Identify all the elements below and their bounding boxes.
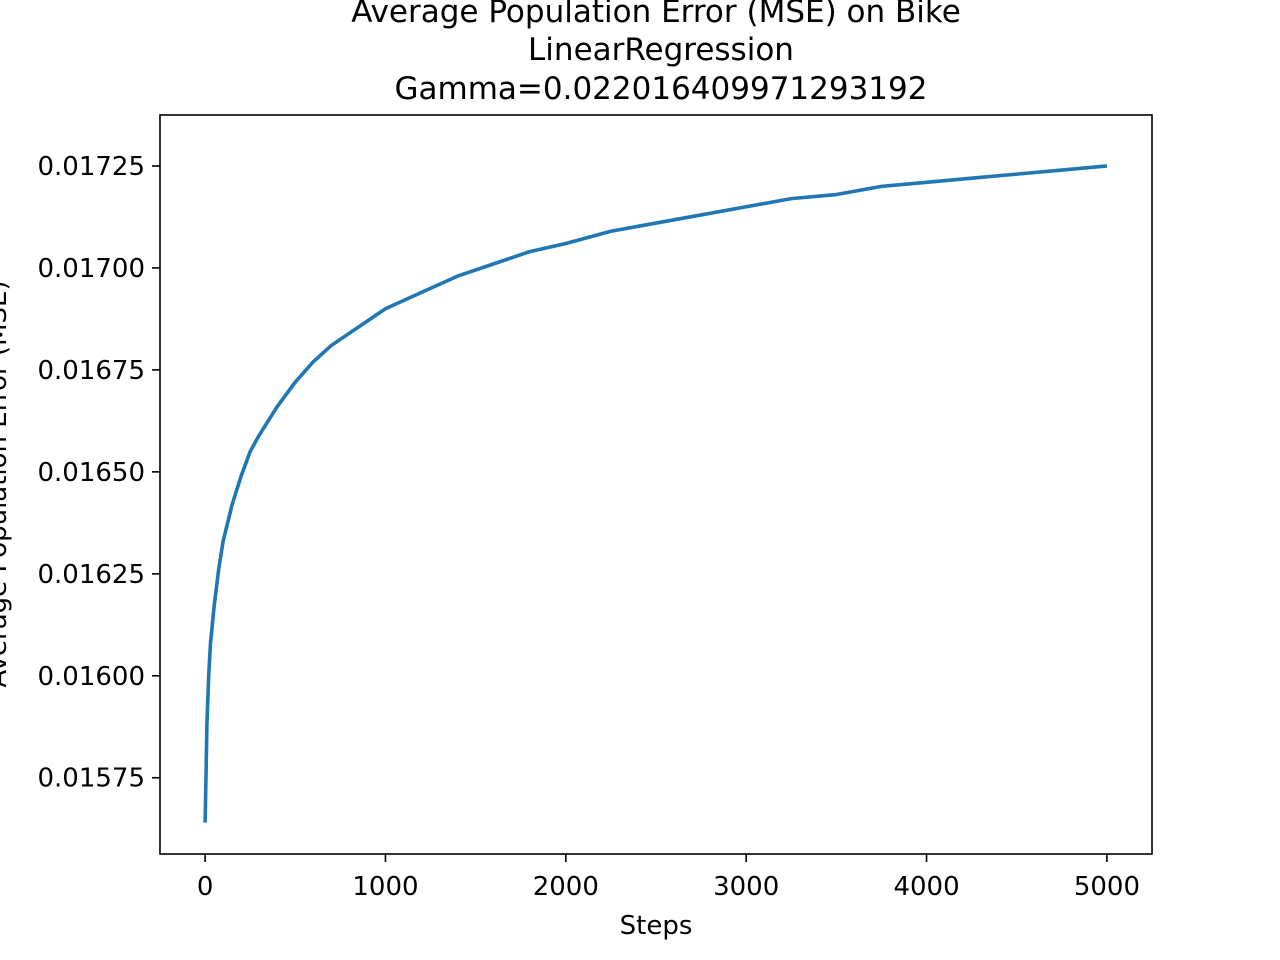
y-tick-label: 0.01725 <box>37 152 145 182</box>
x-tick-label: 1000 <box>352 872 418 902</box>
x-tick-label: 2000 <box>533 872 599 902</box>
x-tick-label: 3000 <box>713 872 779 902</box>
y-tick-label: 0.01675 <box>37 356 145 386</box>
x-axis-label: Steps <box>620 911 693 941</box>
chart-title-line-1: Average Population Error (MSE) on Bike <box>351 0 961 30</box>
axes-frame <box>159 114 1153 855</box>
y-tick-label: 0.01600 <box>37 662 145 692</box>
plot-area <box>203 164 1108 823</box>
x-tick-label: 0 <box>197 872 214 902</box>
chart-title-line-3: Gamma=0.022016409971293192 <box>395 71 928 107</box>
series-line-0 <box>203 164 1108 823</box>
x-tick-label: 4000 <box>893 872 959 902</box>
y-tick-label: 0.01650 <box>37 458 145 488</box>
y-tick-label: 0.01700 <box>37 254 145 284</box>
x-tick-label: 5000 <box>1074 872 1140 902</box>
y-axis-ticks: 0.01575 0.01600 0.01625 0.01650 0.01675 0.017… <box>37 152 160 794</box>
x-axis-ticks: 0 1000 2000 3000 4000 5000 <box>197 854 1140 902</box>
chart-title-line-2: LinearRegression <box>528 32 794 68</box>
y-tick-label: 0.01625 <box>37 560 145 590</box>
y-axis-label: Average Population Error (MSE) <box>0 280 13 687</box>
y-tick-label: 0.01575 <box>37 764 145 794</box>
